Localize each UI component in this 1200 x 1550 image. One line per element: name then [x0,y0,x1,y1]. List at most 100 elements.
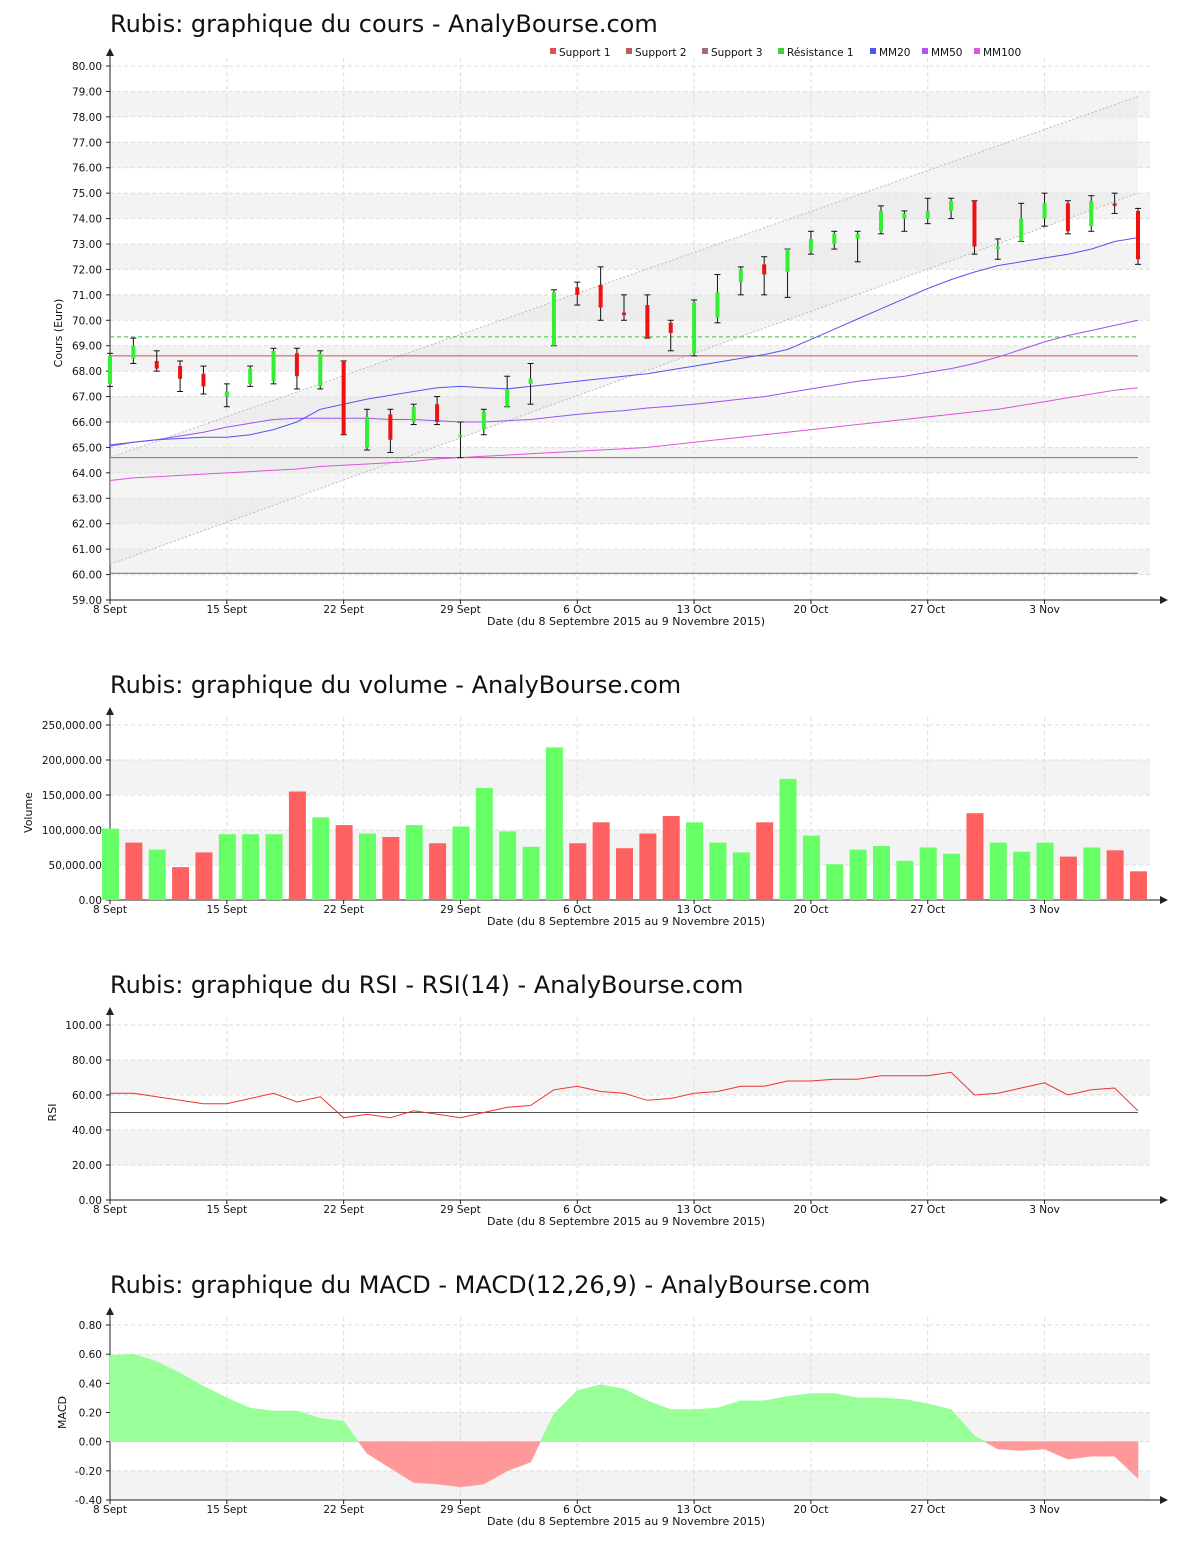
volume-bar [756,822,774,900]
y-tick-label: 65.00 [72,442,102,454]
candle-body [738,269,743,283]
price-chart-title: Rubis: graphique du cours - AnalyBourse.… [110,10,658,38]
x-axis-arrow [1160,896,1168,904]
candle-body [458,434,463,437]
grid-band [110,1354,1150,1384]
x-tick-label: 20 Oct [793,904,828,916]
candle [247,365,254,387]
volume-bar [569,843,587,900]
volume-bar [102,828,119,900]
macd-area-negative [1044,1441,1069,1460]
legend-swatch [626,48,632,54]
x-tick-label: 3 Nov [1029,604,1060,616]
candle-body [715,292,720,318]
volume-bar [1083,847,1101,900]
x-axis-label: Date (du 8 Septembre 2015 au 9 Novembre … [487,615,765,628]
rsi-chart: 0.00 20.00 40.00 60.00 80.00 100.00 8 Sept 15 S… [46,1007,1168,1228]
legend-swatch [550,48,556,54]
x-tick-label: 27 Oct [910,604,945,616]
candle-body [575,287,580,295]
y-tick-label: 0.00 [79,1437,102,1449]
grid-band [110,91,1150,117]
y-tick-label: 100.00 [65,1020,102,1032]
y-tick-label: 67.00 [72,392,102,404]
volume-bar [499,831,517,900]
y-tick-label: 0.60 [79,1349,102,1361]
y-tick-label: 73.00 [72,239,102,251]
volume-bar [1013,851,1031,900]
candle [504,375,511,408]
macd-area-positive [670,1409,695,1442]
candle [644,294,651,339]
rsi-chart-title: Rubis: graphique du RSI - RSI(14) - Anal… [110,971,744,999]
candle-body [505,388,510,407]
y-tick-label: 69.00 [72,341,102,353]
x-tick-label: 13 Oct [677,604,712,616]
candle [550,289,557,347]
candle [831,230,838,250]
volume-bar [1106,850,1124,900]
candle-body [154,360,159,369]
volume-bar [732,852,750,900]
candle [1135,207,1141,265]
candle-body [1042,203,1047,219]
volume-bar [405,825,423,900]
y-tick-label: 60.00 [72,1090,102,1102]
macd-area-positive [623,1388,648,1442]
candle-body [365,416,369,448]
candle [410,403,417,426]
x-tick-label: 29 Sept [440,1504,481,1516]
candle-body [692,302,697,354]
grid-band [110,1130,1150,1165]
grid-band [110,396,1150,422]
x-tick-label: 8 Sept [93,904,127,916]
candle-body [341,360,346,435]
grid-band [110,1060,1150,1095]
macd-area-negative [983,1441,999,1450]
x-tick-label: 6 Oct [563,1204,591,1216]
legend-swatch [778,48,784,54]
macd-area-positive [880,1397,905,1442]
price-chart: 59.00 60.00 61.00 62.00 63.00 64.00 65.00 66.00… [52,47,1168,628]
grid-band [110,549,1150,575]
legend-entry: MM100 [974,47,1021,59]
macd-area-positive [249,1407,274,1442]
y-tick-label: 200,000.00 [42,755,102,767]
x-tick-label: 27 Oct [910,1204,945,1216]
candle [854,230,861,263]
candle [223,383,230,408]
x-tick-label: 22 Sept [323,604,364,616]
x-tick-label: 15 Sept [207,1504,248,1516]
candle [1064,200,1071,235]
macd-area-positive [273,1410,298,1442]
grid-band [110,447,1150,473]
legend-label: MM20 [879,47,910,59]
rsi-line [110,1071,1139,1119]
macd-chart-title: Rubis: graphique du MACD - MACD(12,26,9)… [110,1271,871,1299]
macd-area-negative [460,1441,485,1488]
macd-area-negative [506,1441,531,1472]
volume-bar [616,848,633,900]
volume-bar [966,813,984,900]
candle [107,352,113,387]
x-tick-label: 20 Oct [793,604,828,616]
volume-bar [429,843,447,900]
x-tick-label: 6 Oct [563,604,591,616]
y-tick-label: 80.00 [72,1055,102,1067]
x-tick-label: 8 Sept [93,1204,127,1216]
macd-area-positive [343,1420,360,1442]
candle [364,408,370,451]
candle [714,274,721,324]
candle-body [481,411,486,430]
x-tick-label: 13 Oct [677,904,712,916]
candle-body [1019,218,1024,242]
candle [691,299,698,357]
candle-body [1112,203,1117,206]
x-tick-label: 3 Nov [1029,904,1060,916]
y-tick-label: 80.00 [72,61,102,73]
volume-bar [148,849,166,900]
x-tick-label: 20 Oct [793,1504,828,1516]
y-tick-label: -0.20 [75,1466,102,1478]
candle-body [785,249,790,272]
y-tick-label: 61.00 [72,544,102,556]
